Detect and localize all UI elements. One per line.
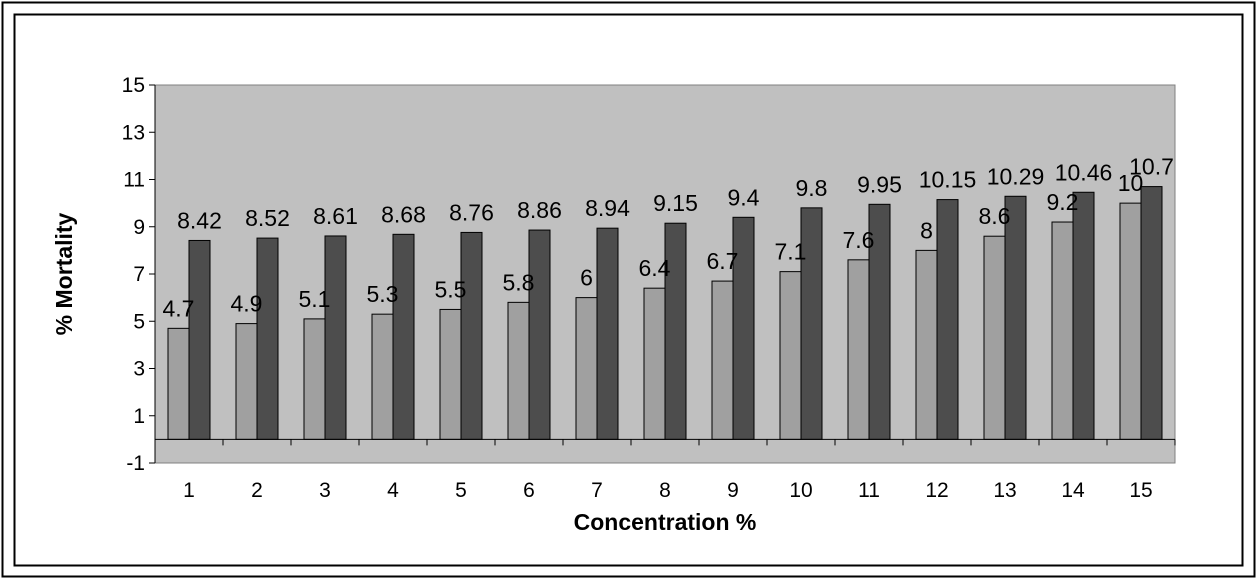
data-label-series-1-cat-9: 6.7 [707, 248, 739, 274]
x-tick-label-2: 2 [251, 479, 263, 502]
data-label-series-1-cat-5: 5.5 [435, 276, 467, 302]
bar-series-2-cat-4 [392, 233, 415, 440]
data-label-series-1-cat-8: 6.4 [639, 255, 671, 281]
bar-series-2-cat-13 [1004, 195, 1027, 440]
bar-series-2-cat-14 [1072, 191, 1095, 440]
y-tick-label--1: -1 [126, 452, 145, 475]
data-label-series-2-cat-2: 8.52 [245, 205, 290, 231]
y-tick-label-1: 1 [133, 405, 145, 428]
labels-group: 4.78.4214.98.5225.18.6135.38.6845.58.765… [122, 74, 1174, 502]
data-label-series-1-cat-1: 4.7 [163, 295, 195, 321]
x-tick-label-4: 4 [387, 479, 399, 502]
axes-group [149, 84, 1176, 464]
data-label-series-2-cat-14: 10.46 [1055, 159, 1113, 185]
data-label-series-2-cat-4: 8.68 [381, 201, 426, 227]
y-tick-label-5: 5 [133, 310, 145, 333]
data-label-series-1-cat-6: 5.8 [503, 269, 535, 295]
bar-series-1-cat-2 [235, 323, 258, 440]
x-tick-label-5: 5 [455, 479, 467, 502]
bar-series-2-cat-12 [936, 199, 959, 440]
data-label-series-1-cat-15: 10 [1118, 170, 1144, 196]
x-tick-label-14: 14 [1061, 479, 1085, 502]
data-label-series-2-cat-10: 9.8 [796, 175, 828, 201]
data-label-series-1-cat-2: 4.9 [231, 291, 263, 317]
data-label-series-2-cat-6: 8.86 [517, 197, 562, 223]
data-label-series-1-cat-11: 7.6 [843, 227, 875, 253]
x-tick-label-1: 1 [183, 479, 195, 502]
data-label-series-1-cat-4: 5.3 [367, 281, 399, 307]
y-tick-label-7: 7 [133, 263, 145, 286]
data-label-series-2-cat-9: 9.4 [728, 184, 760, 210]
x-tick-label-13: 13 [993, 479, 1016, 502]
bar-series-2-cat-3 [324, 235, 347, 440]
bar-series-1-cat-4 [371, 313, 394, 440]
y-axis-title: % Mortality [51, 212, 77, 335]
bar-series-2-cat-15 [1140, 186, 1163, 440]
x-tick-label-9: 9 [727, 479, 739, 502]
bar-series-2-cat-5 [460, 231, 483, 440]
bars-group [167, 186, 1163, 440]
x-tick-label-12: 12 [925, 479, 948, 502]
bar-series-1-cat-14 [1051, 221, 1074, 440]
bar-series-1-cat-9 [711, 280, 734, 440]
x-tick-label-8: 8 [659, 479, 671, 502]
data-label-series-2-cat-5: 8.76 [449, 199, 494, 225]
bar-series-1-cat-7 [575, 297, 598, 440]
data-label-series-2-cat-13: 10.29 [987, 163, 1045, 189]
x-tick-label-15: 15 [1129, 479, 1152, 502]
data-label-series-1-cat-7: 6 [580, 265, 593, 291]
bar-series-1-cat-15 [1119, 202, 1142, 440]
y-tick-label-15: 15 [122, 74, 145, 97]
bar-series-1-cat-5 [439, 308, 462, 440]
x-tick-label-10: 10 [789, 479, 812, 502]
bar-series-1-cat-8 [643, 287, 666, 440]
bar-series-1-cat-10 [779, 271, 802, 440]
x-axis-title: Concentration % [574, 509, 757, 535]
y-tick-label-13: 13 [122, 121, 145, 144]
data-label-series-2-cat-12: 10.15 [919, 167, 977, 193]
bar-series-1-cat-3 [303, 318, 326, 440]
data-label-series-1-cat-13: 8.6 [979, 203, 1011, 229]
data-label-series-2-cat-3: 8.61 [313, 203, 358, 229]
y-tick-label-9: 9 [133, 216, 145, 239]
y-tick-label-3: 3 [133, 358, 145, 381]
bar-series-2-cat-6 [528, 229, 551, 440]
x-tick-label-3: 3 [319, 479, 331, 502]
data-label-series-2-cat-7: 8.94 [585, 195, 630, 221]
data-label-series-1-cat-10: 7.1 [775, 239, 807, 265]
y-tick-label-11: 11 [123, 169, 145, 192]
bar-series-2-cat-1 [188, 239, 211, 440]
bar-series-1-cat-12 [915, 249, 938, 440]
data-label-series-1-cat-12: 8 [920, 217, 933, 243]
data-label-series-1-cat-3: 5.1 [299, 286, 331, 312]
bar-series-1-cat-13 [983, 235, 1006, 440]
bar-series-2-cat-2 [256, 237, 279, 440]
bar-series-1-cat-11 [847, 259, 870, 440]
bar-series-2-cat-7 [596, 227, 619, 440]
x-tick-label-6: 6 [523, 479, 535, 502]
x-tick-label-11: 11 [858, 479, 880, 502]
data-label-series-2-cat-1: 8.42 [177, 207, 222, 233]
data-label-series-2-cat-15: 10.7 [1129, 154, 1174, 180]
bar-series-1-cat-6 [507, 301, 530, 440]
data-label-series-2-cat-8: 9.15 [653, 190, 698, 216]
x-tick-label-7: 7 [591, 479, 603, 502]
bar-series-1-cat-1 [167, 327, 190, 440]
data-label-series-1-cat-14: 9.2 [1047, 189, 1079, 215]
data-label-series-2-cat-11: 9.95 [857, 171, 902, 197]
